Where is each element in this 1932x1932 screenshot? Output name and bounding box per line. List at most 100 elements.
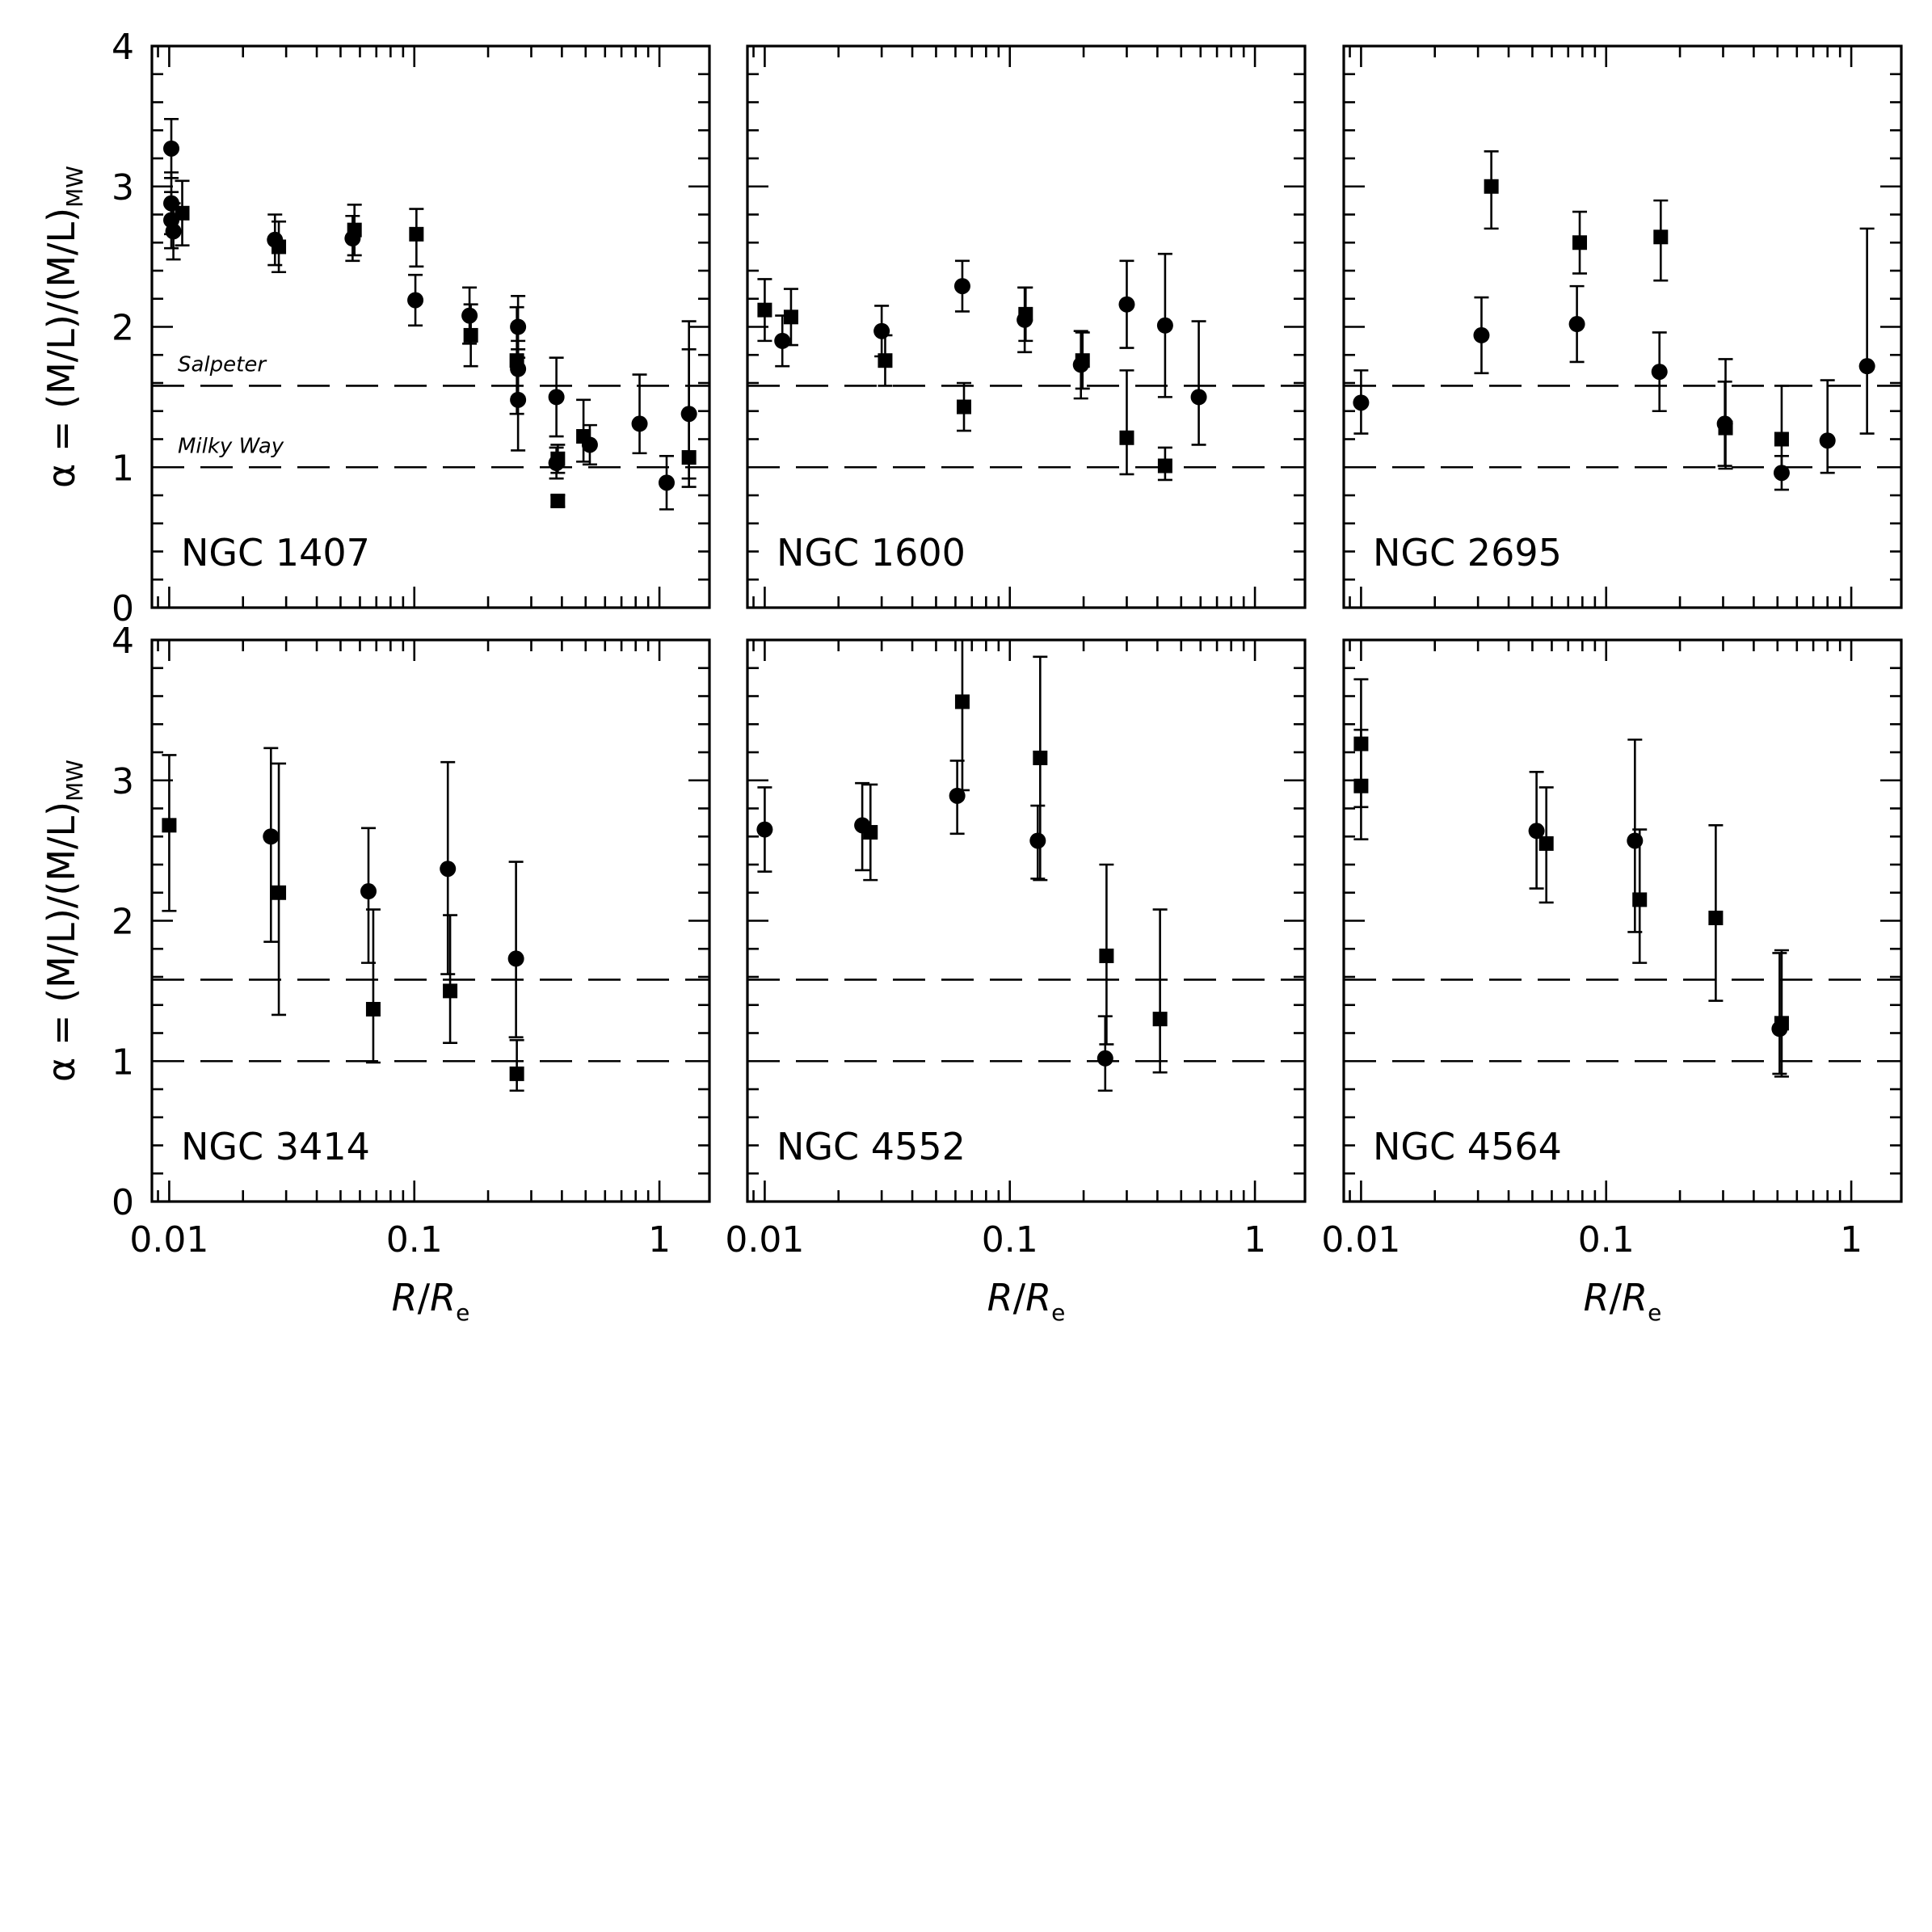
x-axis-title-r: R [392, 1276, 418, 1320]
data-point-circle [263, 747, 280, 943]
square-marker [1572, 235, 1588, 250]
salpeter-label: Salpeter [178, 352, 267, 377]
square-marker [1099, 948, 1114, 963]
data-point-square [954, 638, 970, 792]
square-marker [365, 1001, 381, 1017]
x-tick-label: 0.01 [725, 1219, 804, 1261]
data-point-circle [1096, 1015, 1113, 1092]
data-point-circle [1118, 259, 1135, 349]
data-point-circle [1858, 227, 1875, 435]
x-axis-title-re: R [430, 1276, 456, 1320]
data-point-circle [165, 202, 182, 261]
panel-ngc-2695: NGC 2695 [1342, 44, 1903, 609]
x-tick-label: 1 [1244, 1219, 1266, 1261]
panel-ngc-1600: NGC 1600 [746, 44, 1307, 609]
data-point-square [1708, 824, 1724, 1002]
circle-marker [163, 140, 180, 157]
circle-marker [1029, 832, 1046, 849]
y-tick-label: 3 [112, 167, 134, 208]
data-point-circle [1190, 320, 1207, 446]
panel-ngc-3414: 0 1 2 3 4 0.01 0.1 1 NGC 3414 [112, 621, 711, 1261]
data-point-square [1484, 150, 1499, 230]
data-point-circle [507, 861, 524, 1039]
circle-marker [510, 318, 527, 335]
x-tick-label: 0.1 [1578, 1219, 1635, 1261]
x-axis-title-slash: / [418, 1276, 431, 1320]
x-axis-title-r: R [1584, 1276, 1610, 1320]
data-point-square [1774, 949, 1789, 1078]
data-point-square [347, 204, 362, 257]
data-point-circle [163, 118, 180, 179]
data-point-circle [949, 760, 966, 836]
data-point-square [271, 220, 287, 274]
square-marker [409, 226, 424, 242]
square-marker [550, 493, 566, 508]
panel-label: NGC 1407 [181, 531, 370, 575]
square-marker [681, 450, 697, 465]
data-point-square [576, 398, 591, 463]
circle-marker [774, 332, 791, 349]
square-marker [1075, 353, 1090, 368]
square-marker [757, 302, 772, 318]
data-point-circle [440, 760, 457, 975]
data-point-circle [1353, 369, 1370, 435]
square-marker [443, 983, 458, 999]
square-marker [550, 451, 566, 466]
data-point-square [509, 305, 524, 415]
data-point-square [550, 444, 566, 474]
circle-marker [1353, 394, 1370, 411]
circle-marker [1156, 317, 1173, 334]
circle-marker [263, 828, 280, 845]
circle-marker [440, 861, 457, 878]
panel-frame [1342, 638, 1903, 1203]
milky-way-label: Milky Way [178, 434, 284, 458]
square-marker [1484, 179, 1499, 194]
circle-marker [461, 307, 478, 324]
square-marker [1119, 430, 1134, 445]
square-marker [463, 327, 478, 343]
data-point-square [863, 783, 878, 882]
data-point-circle [1528, 771, 1545, 890]
square-marker [1774, 1016, 1789, 1031]
data-point-square [271, 762, 287, 1017]
data-point-circle [1819, 379, 1836, 474]
data-point-square [1538, 786, 1554, 904]
data-point-square [1075, 331, 1090, 390]
square-marker [509, 353, 524, 368]
y-axis-title: α = (M/L)/(M/L)MW [40, 760, 88, 1082]
data-point-circle [658, 455, 675, 511]
square-marker [1718, 420, 1733, 436]
circle-marker [1651, 364, 1668, 381]
circle-marker [507, 950, 524, 967]
square-marker [1774, 431, 1789, 447]
x-axis-title-subscript: e [1051, 1299, 1065, 1326]
circle-marker [1528, 823, 1545, 840]
data-point-circle [631, 373, 648, 455]
data-point-circle [1568, 284, 1585, 364]
circle-marker [548, 389, 565, 406]
y-tick-label: 2 [112, 308, 134, 349]
data-point-circle [360, 827, 377, 964]
y-tick-label: 1 [112, 448, 134, 489]
data-point-square [1018, 286, 1033, 343]
data-point-square [1353, 728, 1369, 841]
data-point-square [783, 288, 798, 347]
data-point-square [681, 320, 697, 488]
panel-frame [746, 638, 1307, 1203]
x-tick-label: 1 [1840, 1219, 1863, 1261]
square-marker [1708, 911, 1724, 926]
y-tick-label: 3 [112, 761, 134, 802]
panel-label: NGC 4564 [1373, 1125, 1562, 1168]
x-axis-title-re: R [1025, 1276, 1051, 1320]
x-tick-label: 0.01 [1321, 1219, 1400, 1261]
y-tick-label: 1 [112, 1042, 134, 1083]
circle-marker [658, 474, 675, 491]
data-point-square [1572, 210, 1588, 275]
data-point-circle [1473, 296, 1490, 375]
data-point-square [463, 303, 478, 368]
data-point-circle [548, 356, 565, 438]
data-point-circle [1651, 331, 1668, 413]
data-point-square [1632, 828, 1648, 964]
data-point-square [757, 278, 772, 343]
x-tick-label: 0.01 [129, 1219, 208, 1261]
